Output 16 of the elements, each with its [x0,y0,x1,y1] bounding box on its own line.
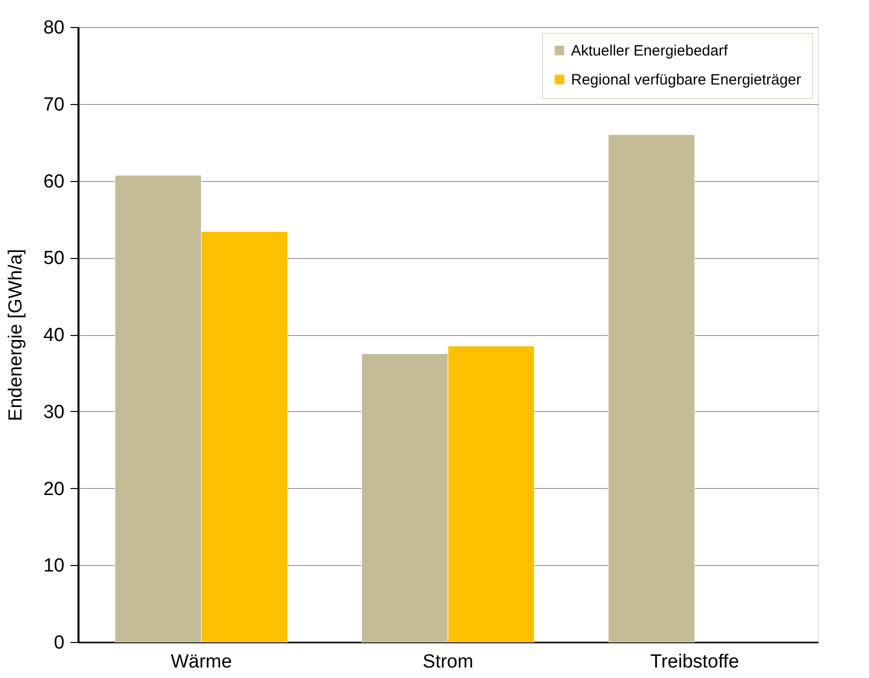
y-axis-title: Endenergie [GWh/a] [5,248,26,422]
y-tick-label: 40 [43,325,64,346]
y-tick-label: 80 [43,18,64,38]
x-tick-label: Treibstoffe [650,652,740,672]
y-tick-label: 20 [43,478,64,500]
legend-label: Regional verfügbare Energieträger [571,72,802,88]
bar [608,134,695,642]
x-tick-label: Wärme [170,652,232,672]
y-tick-label: 30 [43,402,64,423]
y-tick-label: 70 [43,94,64,116]
y-tick-label: 50 [43,248,64,270]
legend-label: Aktueller Energiebedarf [571,42,729,60]
y-tick-label: 60 [43,171,64,192]
y-tick-label: 10 [43,556,64,577]
y-tick-label: 0 [54,632,64,654]
x-tick-label: Strom [422,652,474,672]
